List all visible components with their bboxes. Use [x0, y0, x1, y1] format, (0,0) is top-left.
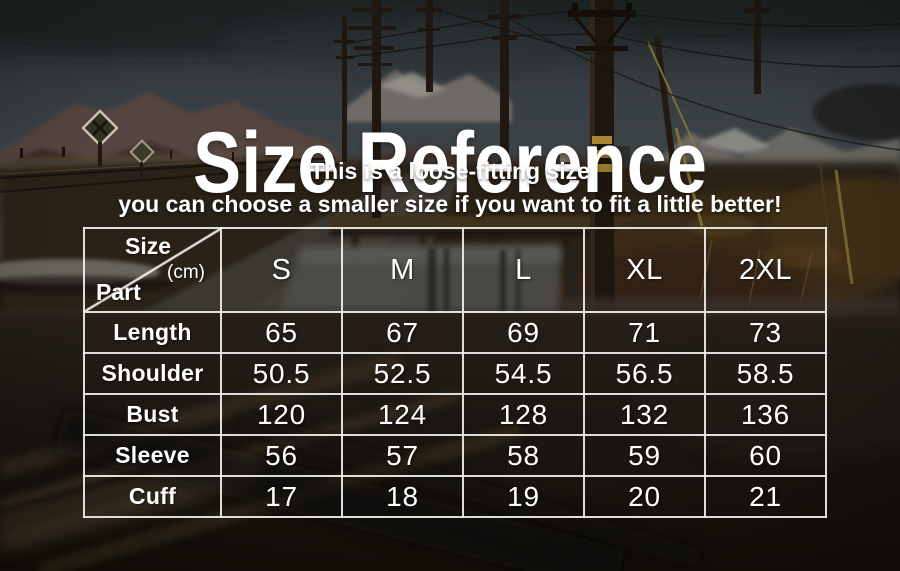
size-value-cell: 56.5 [583, 352, 706, 395]
column-header-s: S [220, 227, 343, 313]
size-value-cell: 60 [704, 434, 827, 477]
corner-part-label: Part [96, 279, 141, 305]
size-value-cell: 54.5 [462, 352, 585, 395]
subtitle-line-1: This is a loose-fitting size [310, 158, 590, 184]
size-value-cell: 128 [462, 393, 585, 436]
size-value-cell: 20 [583, 475, 706, 518]
column-header-xl: XL [583, 227, 706, 313]
corner-unit-label: (cm) [167, 262, 205, 283]
size-value-cell: 21 [704, 475, 827, 518]
size-value-cell: 50.5 [220, 352, 343, 395]
size-value-cell: 132 [583, 393, 706, 436]
column-header-m: M [341, 227, 464, 313]
row-label-bust: Bust [83, 393, 222, 436]
size-table: Size (cm) Part S M L XL 2XL Length 65 67… [83, 227, 827, 518]
size-value-cell: 18 [341, 475, 464, 518]
size-value-cell: 58 [462, 434, 585, 477]
row-label-length: Length [83, 311, 222, 354]
table-row-bust: Bust 120 124 128 132 136 [83, 393, 827, 436]
size-value-cell: 65 [220, 311, 343, 354]
subtitle-line-2: you can choose a smaller size if you wan… [118, 191, 782, 217]
size-value-cell: 136 [704, 393, 827, 436]
page-title: Size Reference [193, 114, 707, 211]
size-value-cell: 124 [341, 393, 464, 436]
table-corner-cell: Size (cm) Part [83, 227, 222, 313]
size-value-cell: 56 [220, 434, 343, 477]
size-value-cell: 17 [220, 475, 343, 518]
size-table-header-row: Size (cm) Part S M L XL 2XL [83, 227, 827, 313]
row-label-sleeve: Sleeve [83, 434, 222, 477]
size-value-cell: 52.5 [341, 352, 464, 395]
size-value-cell: 67 [341, 311, 464, 354]
column-header-l: L [462, 227, 585, 313]
size-value-cell: 69 [462, 311, 585, 354]
size-value-cell: 19 [462, 475, 585, 518]
row-label-shoulder: Shoulder [83, 352, 222, 395]
column-header-2xl: 2XL [704, 227, 827, 313]
table-row-shoulder: Shoulder 50.5 52.5 54.5 56.5 58.5 [83, 352, 827, 395]
size-value-cell: 120 [220, 393, 343, 436]
size-value-cell: 58.5 [704, 352, 827, 395]
table-row-length: Length 65 67 69 71 73 [83, 311, 827, 354]
size-value-cell: 59 [583, 434, 706, 477]
row-label-cuff: Cuff [83, 475, 222, 518]
size-value-cell: 73 [704, 311, 827, 354]
corner-size-label: Size [125, 233, 172, 259]
table-row-cuff: Cuff 17 18 19 20 21 [83, 475, 827, 518]
size-value-cell: 57 [341, 434, 464, 477]
size-value-cell: 71 [583, 311, 706, 354]
table-row-sleeve: Sleeve 56 57 58 59 60 [83, 434, 827, 477]
